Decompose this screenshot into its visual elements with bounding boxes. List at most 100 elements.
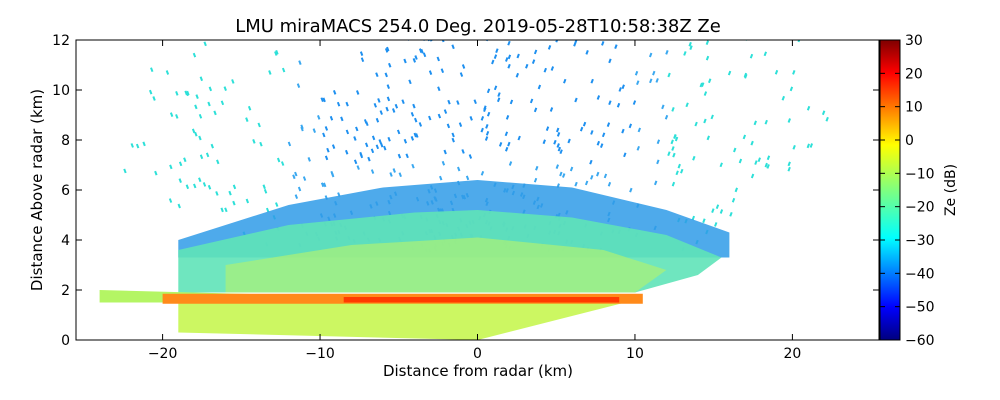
echo-dash	[202, 182, 207, 187]
echo-dash	[664, 114, 669, 120]
echo-dash	[582, 121, 587, 127]
echo-dash	[531, 59, 536, 64]
echo-dash	[443, 109, 448, 114]
echo-dash	[392, 108, 396, 113]
echo-dash	[375, 72, 379, 78]
echo-dash	[220, 100, 225, 106]
y-tick-label: 4	[61, 233, 70, 249]
echo-dash	[691, 215, 696, 221]
echo-dash	[710, 114, 714, 120]
echo-dash	[648, 52, 653, 58]
echo-dash	[359, 153, 364, 159]
echo-dash	[213, 110, 217, 116]
echo-dash	[175, 114, 179, 119]
echo-dash	[410, 136, 415, 141]
echo-dash	[495, 48, 499, 54]
colorbar-tick-label: −10	[905, 166, 935, 182]
echo-dash	[152, 96, 156, 101]
echo-dash	[485, 130, 490, 136]
echo-dash	[821, 110, 826, 116]
echo-dash	[507, 40, 511, 46]
echo-dash	[135, 143, 140, 149]
echo-dash	[451, 137, 455, 143]
echo-dash	[198, 177, 202, 183]
echo-dash	[331, 144, 336, 149]
echo-dash	[596, 95, 601, 100]
echo-dash	[360, 57, 365, 63]
echo-dash	[193, 183, 197, 189]
echo-dash	[274, 51, 278, 56]
echo-dash	[208, 86, 213, 92]
echo-dash	[178, 178, 182, 183]
echo-dash	[607, 181, 612, 187]
echo-dash	[608, 58, 612, 64]
echo-dash	[259, 141, 263, 147]
echo-dash	[543, 67, 547, 73]
echo-dash	[247, 105, 252, 111]
echo-dash	[497, 92, 501, 97]
colorbar-tick-label: −30	[905, 233, 935, 249]
echo-dash	[590, 130, 594, 135]
echo-dash	[297, 186, 302, 192]
echo-dash	[672, 152, 676, 158]
echo-dash	[621, 128, 625, 134]
echo-dash	[165, 70, 170, 75]
echo-dash	[562, 173, 566, 178]
echo-dash	[451, 44, 455, 50]
echo-dash	[370, 148, 375, 154]
echo-dash	[345, 129, 350, 135]
echo-dash	[685, 102, 689, 108]
echo-dash	[508, 161, 513, 166]
echo-dash	[459, 72, 464, 77]
colorbar-label: Ze (dB)	[943, 164, 959, 216]
echo-dash	[655, 78, 659, 83]
echo-dash	[507, 54, 512, 60]
echo-dash	[596, 171, 600, 177]
echo-dash	[375, 144, 380, 150]
echo-dash	[680, 168, 684, 174]
echo-dash	[797, 40, 801, 43]
echo-dash	[555, 164, 560, 169]
echo-dash	[130, 143, 134, 148]
echo-dash	[550, 66, 555, 71]
echo-dash	[451, 132, 455, 138]
x-tick-label: 20	[783, 346, 801, 362]
echo-dash	[353, 159, 358, 165]
echo-dash	[557, 146, 562, 152]
y-axis-label: Distance Above radar (km)	[28, 89, 46, 291]
echo-dash	[637, 127, 642, 133]
echo-dash	[600, 143, 604, 149]
echo-dash	[703, 91, 708, 96]
echo-dash	[169, 164, 173, 170]
echo-dash	[774, 69, 779, 75]
echo-dash	[413, 132, 417, 138]
echo-dash	[493, 54, 498, 59]
echo-dash	[525, 63, 529, 69]
echo-dash	[486, 88, 491, 94]
echo-dash	[498, 142, 503, 147]
echo-dash	[766, 155, 771, 161]
echo-dash	[392, 168, 396, 173]
echo-dash	[411, 163, 415, 169]
y-axis: 0 2 4 6 8 10 12	[52, 33, 879, 349]
echo-dash	[331, 172, 335, 178]
colorbar-tick-label: −20	[905, 200, 935, 216]
echo-dash	[215, 191, 219, 196]
echo-dash	[656, 159, 660, 165]
echo-dash	[675, 170, 679, 176]
echo-dash	[294, 194, 299, 199]
echo-dash	[194, 131, 198, 137]
echo-dash	[405, 153, 409, 159]
echo-dash	[317, 114, 321, 120]
x-tick-label: 10	[626, 346, 644, 362]
echo-dash	[415, 133, 419, 138]
echo-dash	[714, 222, 718, 227]
echo-dash	[398, 172, 402, 178]
echo-dash	[364, 142, 369, 148]
echo-dash	[383, 145, 387, 151]
echo-dash	[437, 86, 441, 92]
echo-dash	[763, 51, 768, 57]
echo-dash	[601, 132, 606, 138]
echo-dash	[559, 171, 563, 177]
